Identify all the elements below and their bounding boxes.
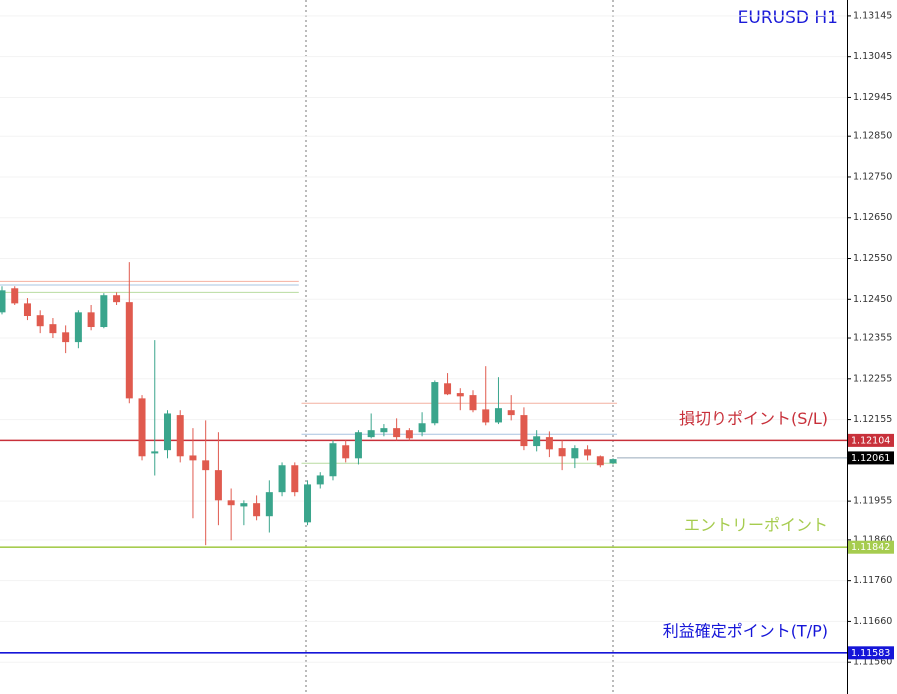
- candle-body: [482, 409, 490, 423]
- candle-body: [367, 430, 375, 438]
- candle-body: [11, 288, 19, 304]
- candle-body: [189, 455, 197, 461]
- candle-body: [202, 460, 210, 471]
- candle-body: [545, 437, 553, 450]
- candle-body: [418, 423, 426, 433]
- level-price-label: 1.11842: [851, 542, 890, 553]
- candle-body: [393, 428, 401, 438]
- y-tick-label: 1.11760: [853, 575, 892, 586]
- level-price-box: [848, 433, 894, 447]
- candle-body: [558, 448, 566, 457]
- candle-body: [494, 408, 502, 423]
- candle-body: [469, 395, 477, 411]
- candle-body: [596, 456, 604, 466]
- level-annotation: 損切りポイント(S/L): [679, 409, 828, 428]
- candle-body: [23, 303, 31, 317]
- y-tick-label: 1.13145: [853, 10, 892, 21]
- y-tick-label: 1.11660: [853, 616, 892, 627]
- candle-body: [253, 503, 261, 517]
- candle-body: [87, 312, 95, 328]
- candle-body: [214, 470, 222, 501]
- candle-body: [609, 459, 617, 464]
- level-price-box: [848, 646, 894, 660]
- candle-body: [265, 492, 273, 517]
- y-tick-label: 1.12355: [853, 333, 892, 344]
- candle-body: [176, 415, 184, 457]
- level-price-box: [848, 540, 894, 554]
- candle-body: [36, 315, 44, 327]
- candle-body: [62, 332, 70, 343]
- candle-body: [74, 312, 82, 343]
- candle-body: [113, 295, 121, 303]
- y-tick-label: 1.12850: [853, 131, 892, 142]
- y-tick-label: 1.13045: [853, 51, 892, 62]
- candle-body: [227, 500, 235, 506]
- candle-body: [571, 448, 579, 459]
- candle-body: [507, 410, 515, 416]
- candle-body: [163, 413, 171, 451]
- y-tick-label: 1.12945: [853, 92, 892, 103]
- candle-body: [316, 475, 324, 485]
- candle-body: [329, 443, 337, 477]
- y-tick-label: 1.12255: [853, 373, 892, 384]
- candle-body: [405, 430, 413, 439]
- candle-body: [431, 382, 439, 424]
- candle-body: [138, 398, 146, 457]
- candle-body: [0, 290, 6, 313]
- candle-body: [520, 415, 528, 447]
- candle-body: [125, 302, 133, 399]
- candle-body: [456, 393, 464, 397]
- candle-body: [304, 484, 312, 523]
- candle-body: [49, 324, 57, 334]
- candle-body: [584, 449, 592, 456]
- level-price-label: 1.12104: [851, 435, 890, 446]
- candle-body: [342, 445, 350, 459]
- candle-body: [533, 436, 541, 447]
- candle-body: [100, 295, 108, 328]
- candle-body: [151, 451, 159, 454]
- level-price-label: 1.11583: [851, 648, 890, 659]
- y-tick-label: 1.12650: [853, 212, 892, 223]
- y-tick-label: 1.12450: [853, 294, 892, 305]
- y-tick-label: 1.12750: [853, 171, 892, 182]
- y-tick-label: 1.12155: [853, 414, 892, 425]
- y-tick-label: 1.12550: [853, 253, 892, 264]
- chart-title: EURUSD H1: [738, 8, 838, 28]
- last-price-label: 1.12061: [851, 453, 890, 464]
- level-annotation: エントリーポイント: [684, 516, 828, 535]
- candle-body: [291, 465, 299, 493]
- candle-body: [380, 428, 388, 433]
- candle-body: [240, 503, 248, 507]
- y-tick-label: 1.11560: [853, 657, 892, 668]
- candle-body: [444, 383, 452, 395]
- candle-body: [278, 465, 286, 493]
- y-tick-label: 1.11860: [853, 534, 892, 545]
- last-price-box: [848, 451, 894, 465]
- candle-body: [354, 432, 362, 459]
- y-tick-label: 1.11955: [853, 496, 892, 507]
- level-annotation: 利益確定ポイント(T/P): [663, 621, 828, 640]
